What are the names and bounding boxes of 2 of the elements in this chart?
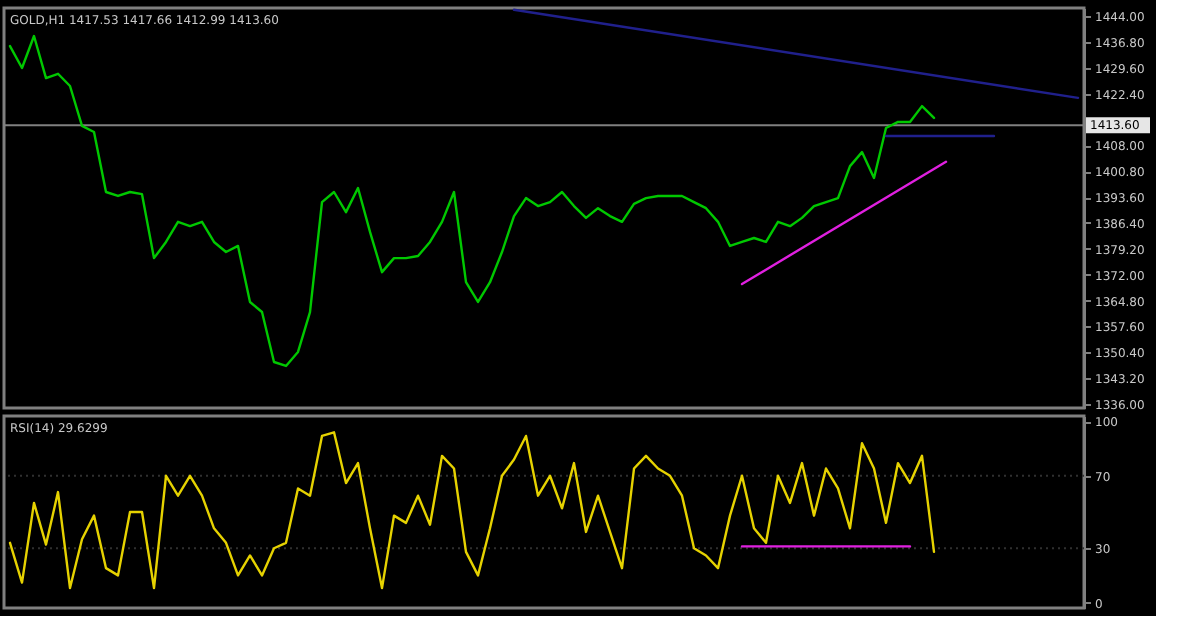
line-series: [8, 431, 936, 590]
line-series: [8, 34, 936, 368]
